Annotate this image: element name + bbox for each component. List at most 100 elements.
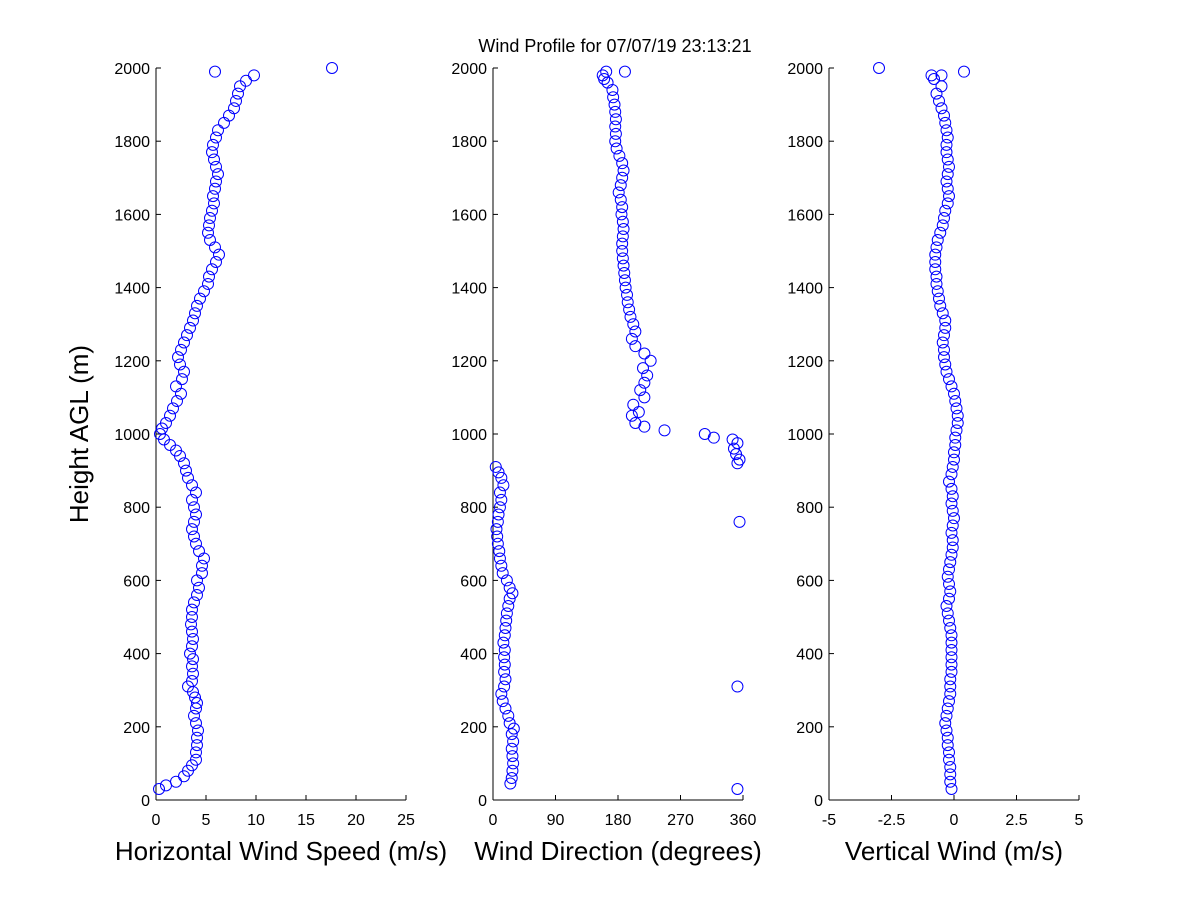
data-point [616, 230, 629, 243]
data-point [940, 124, 953, 137]
y-tick-label: 0 [141, 793, 150, 810]
data-point [625, 332, 638, 345]
data-point [499, 673, 512, 686]
data-point [934, 226, 947, 239]
data-point [191, 589, 203, 602]
data-point [194, 292, 206, 305]
data-point [935, 69, 948, 82]
data-point [191, 697, 203, 710]
data-point [498, 629, 511, 642]
data-point [178, 365, 190, 378]
data-point [616, 201, 629, 214]
data-point [498, 651, 511, 664]
data-point [208, 197, 220, 210]
data-point [210, 160, 222, 173]
data-point [213, 248, 225, 261]
data-point [958, 65, 970, 78]
data-point [940, 175, 953, 188]
data-point [495, 687, 508, 700]
data-point [496, 567, 509, 580]
y-tick-label: 1600 [451, 207, 487, 224]
data-point [187, 314, 199, 327]
data-point [498, 643, 511, 656]
data-point [188, 501, 200, 514]
y-tick-label: 200 [460, 720, 487, 737]
data-point [209, 65, 221, 78]
data-point [188, 596, 200, 609]
vertical-wind-panel: 0 200 400 600 800 1000 1200 1400 1600 1800 2000 -5 -… [787, 61, 1083, 866]
data-point [230, 94, 242, 107]
data-point [175, 343, 187, 356]
y-tick-label: 1400 [787, 281, 823, 298]
y-tick-label: 800 [123, 500, 150, 517]
x-tick-label: 180 [605, 812, 632, 829]
data-point [228, 102, 240, 115]
data-point [502, 600, 515, 613]
data-point [616, 171, 629, 184]
data-point [506, 764, 519, 777]
data-point [210, 131, 222, 144]
data-point [489, 460, 502, 473]
data-point [206, 263, 218, 276]
data-point [946, 534, 959, 547]
horizontal-wind-speed-panel: 0 200 400 600 800 1000 1200 1400 1600 1800 2000 0 5 1… [64, 61, 447, 866]
data-point [189, 307, 201, 320]
data-point [944, 585, 957, 598]
data-point [944, 687, 957, 700]
data-point [616, 157, 629, 170]
data-point [945, 658, 958, 671]
y-tick-label: 0 [478, 793, 487, 810]
data-point [940, 724, 953, 737]
data-point [733, 515, 746, 528]
x-tick-label: -5 [822, 812, 836, 829]
data-point [616, 237, 629, 250]
data-point [496, 695, 509, 708]
data-point [617, 259, 630, 272]
data-point [929, 255, 942, 268]
data-point [941, 702, 954, 715]
y-tick-label: 1400 [451, 281, 487, 298]
data-point [698, 428, 711, 440]
data-point [946, 460, 959, 473]
data-point [944, 680, 957, 693]
data-point [184, 321, 196, 334]
y-tick-label: 800 [796, 500, 823, 517]
data-point [208, 153, 220, 166]
data-point [198, 552, 210, 565]
data-point [731, 680, 744, 693]
data-point [154, 428, 166, 440]
data-point [495, 559, 508, 572]
data-point [491, 537, 504, 550]
data-point [621, 296, 634, 309]
data-point [731, 783, 744, 796]
data-point [929, 248, 942, 261]
data-point [629, 340, 642, 353]
data-point [945, 643, 958, 656]
data-point [491, 515, 504, 528]
data-point [948, 387, 960, 400]
data-point [941, 168, 954, 181]
data-point [951, 417, 964, 430]
data-point [938, 329, 950, 342]
y-tick-label: 1600 [114, 207, 150, 224]
data-point [939, 321, 952, 334]
data-point [492, 466, 505, 479]
data-point [939, 314, 952, 327]
data-point [609, 127, 622, 140]
data-point [616, 245, 629, 257]
data-point [625, 409, 638, 422]
data-point [497, 636, 510, 649]
data-point [178, 457, 190, 470]
x-tick-label: 2.5 [1005, 812, 1027, 829]
data-point [153, 783, 165, 796]
data-point [930, 277, 943, 290]
data-point [248, 69, 260, 82]
data-point [623, 303, 636, 316]
data-point [186, 493, 198, 506]
data-point [203, 270, 215, 283]
y-tick-label: 800 [460, 500, 487, 517]
data-point [502, 709, 515, 722]
data-point [950, 424, 963, 437]
data-point [943, 475, 955, 488]
